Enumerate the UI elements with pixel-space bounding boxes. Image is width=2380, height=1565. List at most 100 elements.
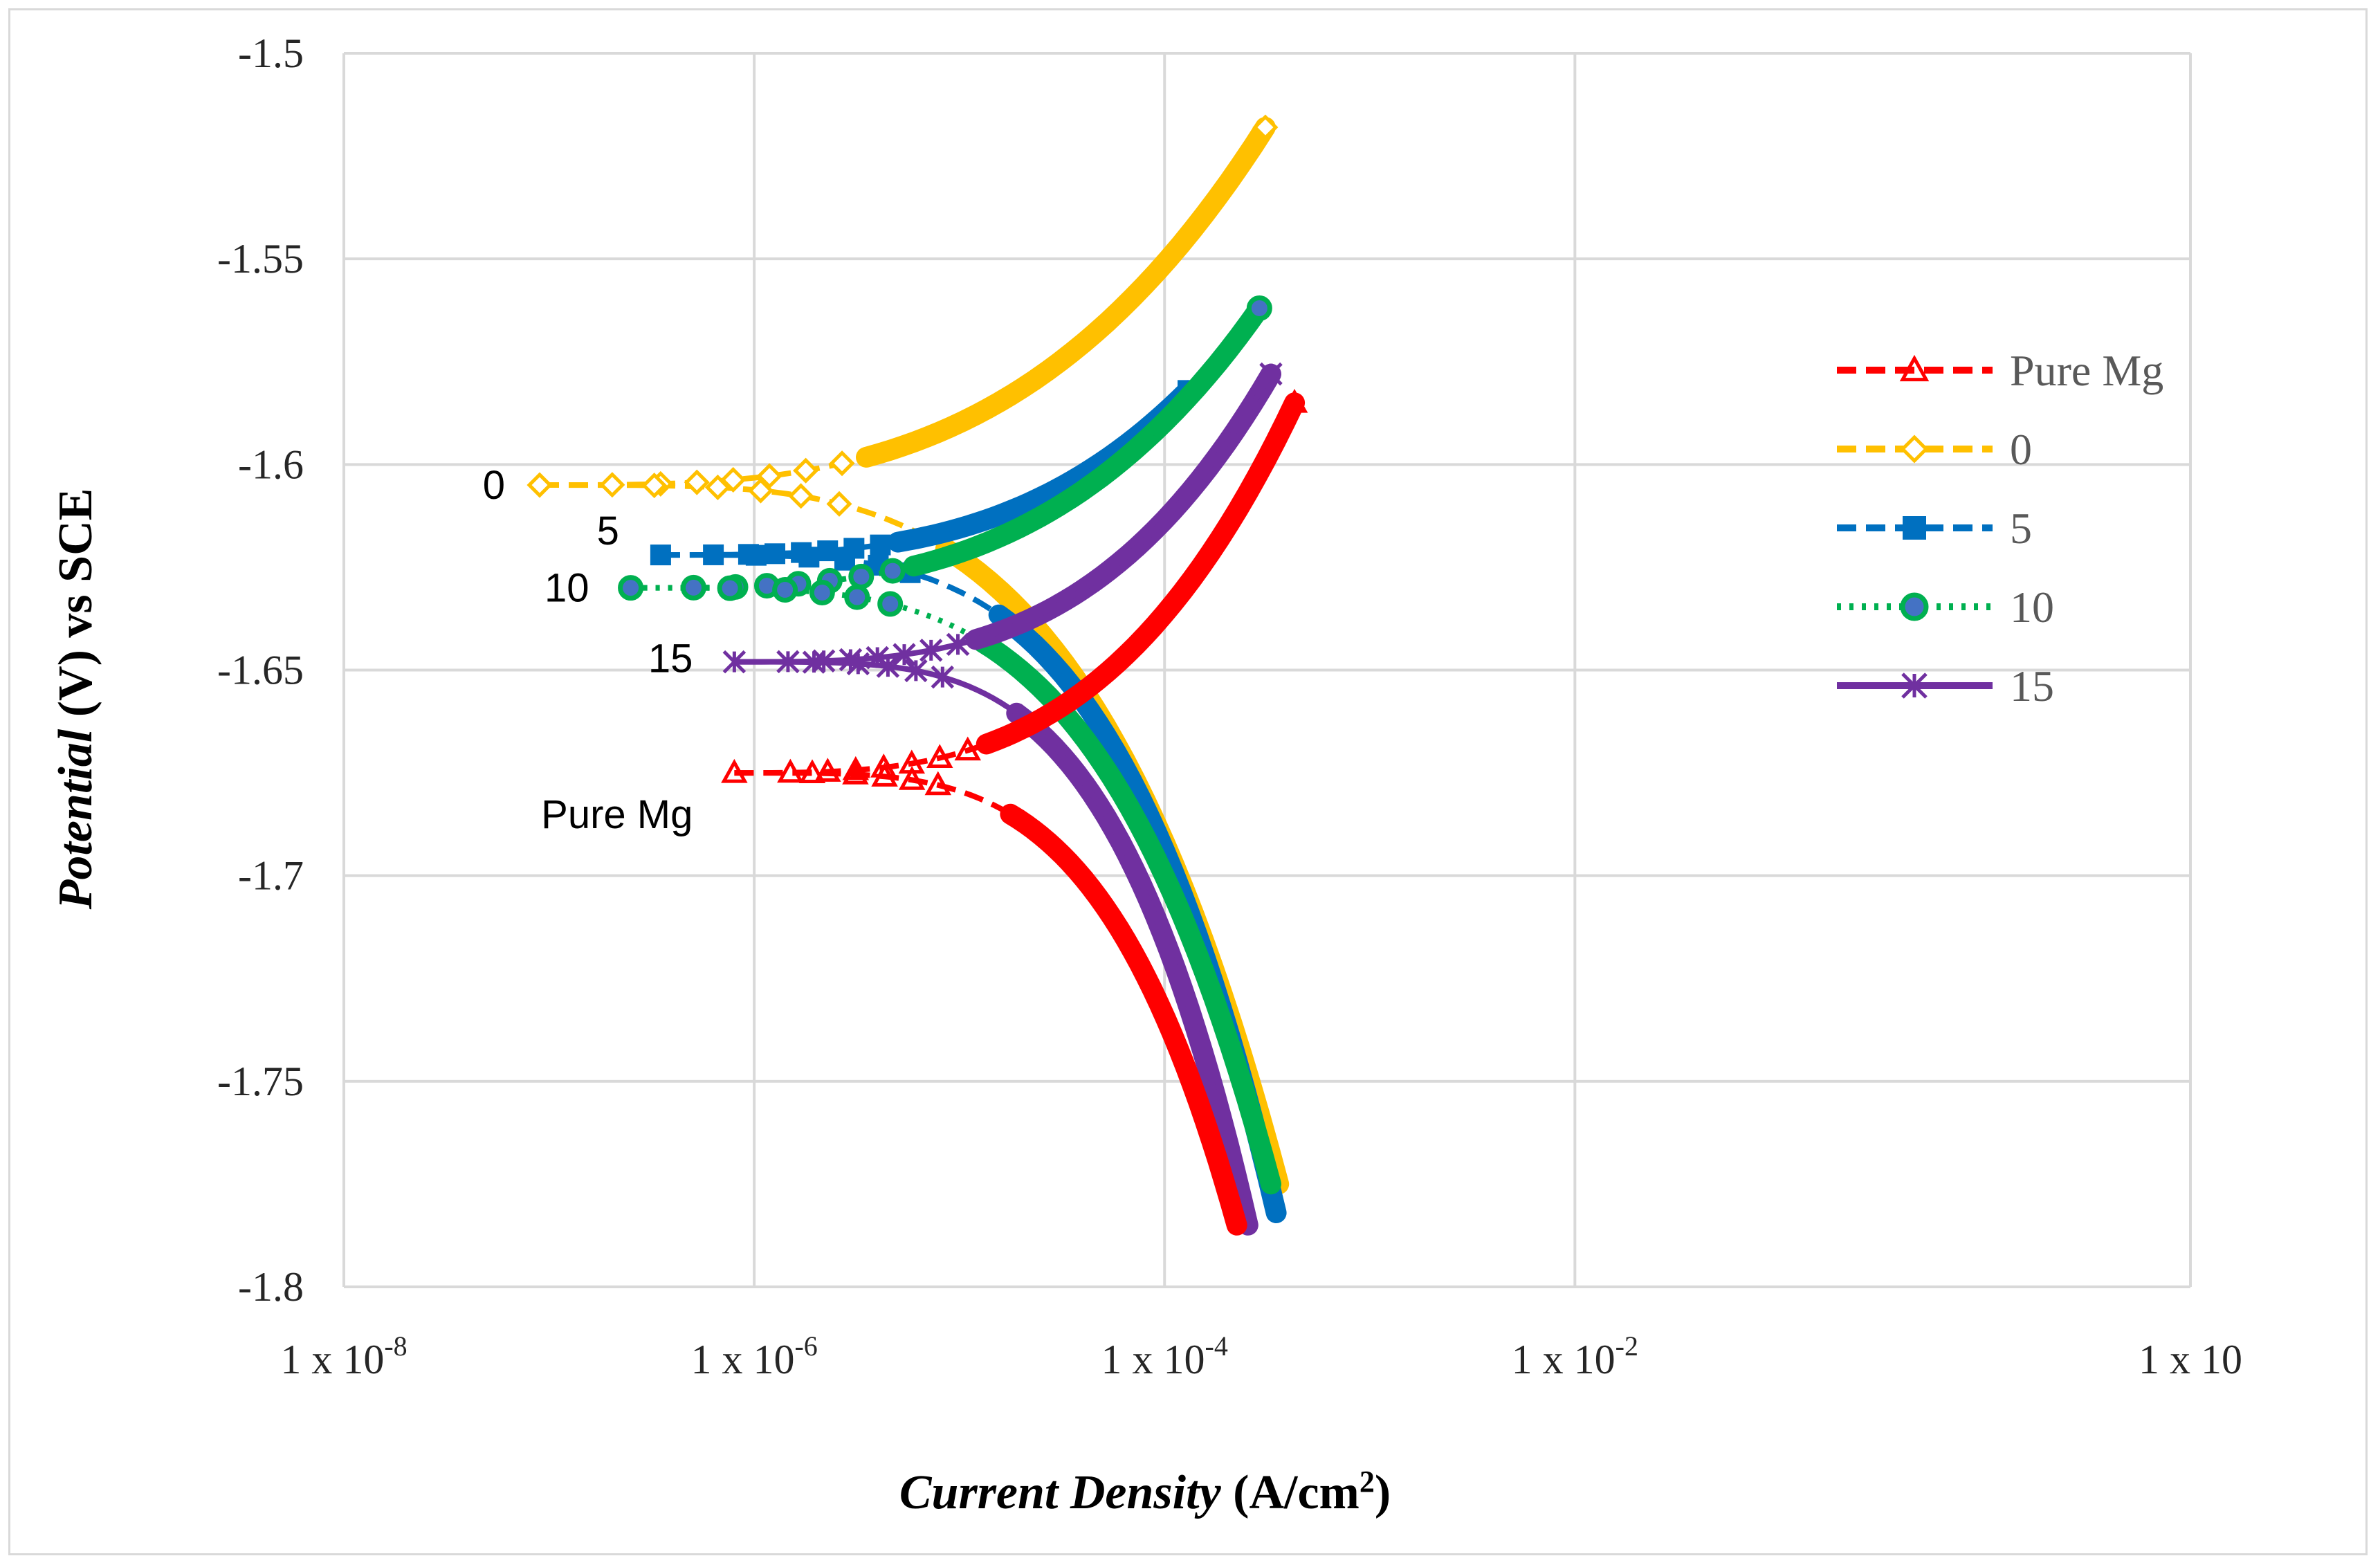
y-tick-label: -1.65 [217, 648, 304, 693]
anodic-band [856, 117, 1276, 468]
curve-annotations: Pure Mg 0 510 15 [483, 463, 693, 837]
marker [848, 563, 875, 589]
marker [650, 544, 671, 566]
x-tick-label: 1 x 10 [2139, 1337, 2242, 1382]
y-axis-title-rest: (V) vs SCE [49, 488, 102, 729]
marker [765, 543, 786, 565]
marker [829, 450, 855, 477]
y-axis-title-italic: Potential [49, 729, 102, 910]
marker [870, 534, 891, 556]
annotation-0: 0 [483, 463, 505, 508]
marker [931, 665, 955, 689]
marker [919, 639, 943, 662]
x-axis-title-sup: 2 [1360, 1465, 1375, 1499]
series-pure-mg [721, 389, 1308, 1236]
annotation-15: 15 [648, 637, 693, 681]
marker [844, 584, 870, 610]
marker [1252, 114, 1279, 140]
legend-label: 15 [2010, 661, 2054, 711]
marker [704, 474, 731, 500]
marker [684, 469, 710, 495]
marker [1246, 295, 1272, 321]
marker [618, 575, 644, 601]
legend-label: 0 [2010, 425, 2032, 474]
marker [926, 744, 953, 769]
x-tick-labels: 1 x 10-8 1 x 10-6 1 x 10-4 1 x 10-2 1 x 10 [280, 1330, 2242, 1382]
marker [870, 753, 897, 778]
y-tick-labels: -1.5 -1.55 -1.6 -1.65 -1.7 -1.75 -1.8 [217, 30, 304, 1310]
cathodic-branch [630, 585, 1274, 1185]
x-axis-title-unit: (A/cm [1221, 1466, 1360, 1519]
legend-item: 10 [1837, 583, 2054, 632]
marker [717, 575, 743, 601]
y-tick-label: -1.55 [217, 236, 304, 282]
marker [1281, 389, 1308, 413]
x-tick-label: 1 x 10-8 [280, 1330, 407, 1382]
marker [745, 544, 767, 566]
x-tick-label: 1 x 10-2 [1512, 1330, 1638, 1382]
x-tick-label: 1 x 10-6 [690, 1330, 817, 1382]
legend-label: 5 [2010, 504, 2032, 553]
marker [898, 766, 926, 790]
marker [680, 574, 706, 601]
marker [1900, 592, 1929, 621]
x-axis-title: Current Density (A/cm2) [899, 1465, 1391, 1519]
gridlines [342, 52, 2192, 1288]
marker [798, 547, 820, 568]
marker [814, 758, 841, 782]
marker [641, 473, 668, 499]
marker [876, 655, 900, 678]
marker [802, 650, 826, 674]
y-axis-title: Potential (V) vs SCE [49, 488, 102, 910]
marker [722, 650, 747, 674]
marker [527, 472, 553, 498]
marker [809, 580, 835, 606]
marker [842, 760, 869, 785]
y-tick-label: -1.75 [217, 1059, 304, 1104]
marker [788, 483, 814, 509]
y-tick-label: -1.7 [238, 853, 304, 899]
marker [871, 762, 898, 787]
marker [1899, 354, 1930, 382]
marker [703, 544, 724, 565]
y-tick-label: -1.6 [238, 441, 304, 487]
y-tick-label: -1.8 [238, 1264, 304, 1310]
series-15 [722, 362, 1283, 1236]
annotation-pure-mg: Pure Mg [541, 792, 693, 837]
series-10 [618, 295, 1281, 1195]
marker [772, 577, 798, 603]
legend-label: 10 [2010, 583, 2054, 632]
marker [904, 659, 928, 683]
marker [1900, 434, 1929, 464]
annotation-5: 5 [597, 509, 619, 553]
marker [946, 632, 970, 657]
marker [924, 771, 952, 796]
data-series [527, 114, 1308, 1236]
legend-label: Pure Mg [2010, 346, 2163, 395]
legend-item: 0 [1837, 425, 2032, 474]
marker [721, 758, 748, 783]
marker [826, 491, 852, 517]
marker [879, 558, 906, 584]
chart-frame [8, 8, 2368, 1555]
marker [846, 652, 870, 676]
marker [1259, 362, 1283, 386]
marker [1903, 516, 1926, 540]
marker [599, 472, 625, 498]
y-tick-label: -1.5 [238, 30, 304, 76]
marker [877, 591, 904, 617]
annotation-10: 10 [544, 566, 589, 611]
marker [747, 477, 774, 504]
marker [842, 756, 870, 780]
cathodic-band [988, 604, 1287, 1223]
legend-item: 5 [1837, 504, 2032, 553]
marker [776, 650, 800, 674]
marker [756, 463, 782, 489]
anodic-branch [630, 306, 1262, 591]
marker [793, 457, 819, 484]
x-axis-title-close: ) [1375, 1466, 1391, 1519]
legend-item: Pure Mg [1837, 346, 2163, 395]
legend-item: 15 [1837, 661, 2054, 711]
marker [892, 643, 916, 666]
